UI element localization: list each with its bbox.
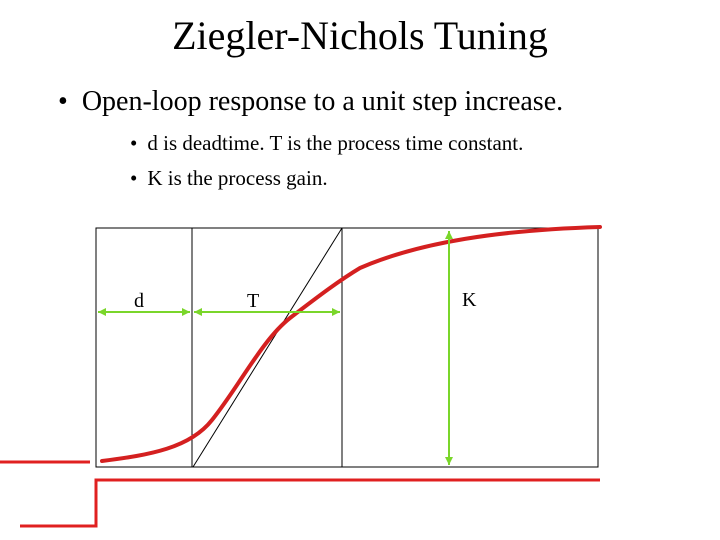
deadtime-arrow-right-head: [182, 308, 190, 316]
sub-bullet-deadtime: • d is deadtime. T is the process time co…: [130, 131, 523, 156]
sub-bullet-text: K is the process gain.: [147, 166, 328, 190]
slide-title: Ziegler-Nichols Tuning: [172, 13, 548, 58]
gain-arrow-top-head: [445, 231, 453, 239]
time-constant-arrow-left-head: [194, 308, 202, 316]
main-bullet-text: Open-loop response to a unit step increa…: [81, 86, 564, 117]
step-input-step: [20, 478, 600, 528]
time-constant-arrow-right-head: [332, 308, 340, 316]
bullet-symbol: •: [130, 131, 138, 155]
gain-arrow-bottom-head: [445, 457, 453, 465]
plot-frame: [95, 227, 599, 468]
deadtime-label: d: [134, 290, 144, 312]
sub-bullet-gain: • K is the process gain.: [130, 166, 328, 191]
bullet-symbol: •: [130, 166, 138, 190]
dimension-arrows: [98, 231, 453, 465]
tangent-line: [192, 227, 343, 468]
gain-label: K: [462, 289, 477, 311]
main-bullet: • Open-loop response to a unit step incre…: [58, 86, 563, 118]
deadtime-arrow-left-head: [98, 308, 106, 316]
bullet-symbol: •: [58, 86, 68, 117]
response-curve: [100, 225, 602, 463]
sub-bullet-text: d is deadtime. T is the process time con…: [147, 131, 524, 155]
time-constant-label: T: [247, 290, 259, 312]
